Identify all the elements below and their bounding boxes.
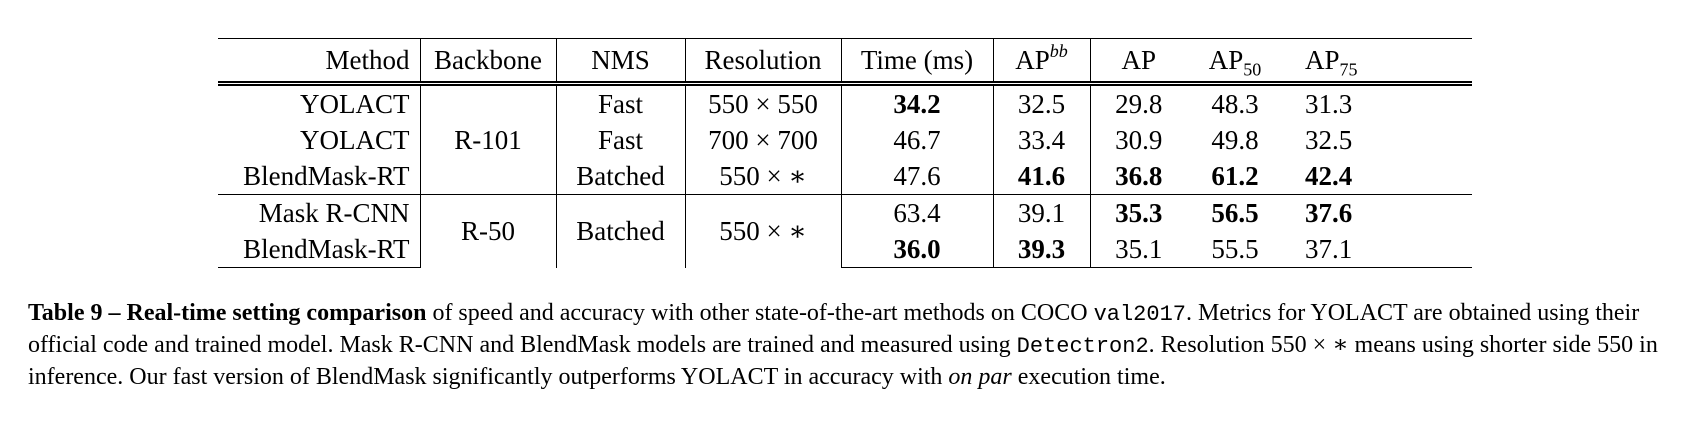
cell-nms: Batched (556, 158, 686, 195)
caption-code-val2017: val2017 (1093, 302, 1186, 327)
table-row: BlendMask-RT 36.0 39.3 35.1 55.5 37.1 (218, 231, 1472, 268)
cell-nms: Batched (556, 194, 686, 268)
results-table: Method Backbone NMS Resolution Time (ms)… (218, 38, 1472, 268)
cell-ap75: 31.3 (1305, 89, 1353, 119)
header-time: Time (ms) (841, 38, 994, 86)
cell-resolution: 550 × ∗ (685, 158, 842, 195)
cell-method: BlendMask-RT (218, 231, 421, 268)
cell-ap50: 55.5 (1187, 231, 1283, 268)
caption-label: Table 9 – (28, 300, 121, 326)
table-row: Mask R-CNN R-50 Batched 550 × ∗ 63.4 39.… (218, 194, 1472, 268)
cell-ap50: 56.5 (1187, 194, 1283, 231)
header-ap75: AP75 (1283, 38, 1472, 86)
header-method: Method (218, 38, 421, 86)
caption-code-detectron2: Detectron2 (1016, 334, 1149, 359)
cell-ap: 36.8 (1115, 161, 1163, 191)
caption-text-1: of speed and accuracy with other state-o… (426, 300, 1094, 326)
cell-ap: 35.3 (1090, 194, 1187, 231)
cell-time: 46.7 (841, 122, 994, 158)
table-row: YOLACT Fast 700 × 700 46.7 33.4 30.9 49.… (218, 122, 1472, 158)
caption-text-2: . Metrics for YOLACT are obtained using … (28, 300, 1640, 358)
header-row: Method Backbone NMS Resolution Time (ms)… (218, 38, 1472, 86)
header-nms: NMS (556, 38, 686, 86)
header-resolution: Resolution (685, 38, 842, 86)
cell-resolution: 550 × ∗ (685, 194, 842, 268)
table-row: BlendMask-RT Batched 550 × ∗ 47.6 41.6 3… (218, 158, 1472, 195)
cell-ap: 35.1 (1090, 231, 1187, 268)
cell-resolution: 700 × 700 (685, 122, 842, 158)
cell-time: 63.4 (841, 194, 994, 231)
cell-ap75: 32.5 (1305, 125, 1353, 155)
cell-ap50: 49.8 (1211, 125, 1259, 155)
cell-apbb: 33.4 (993, 122, 1091, 158)
cell-ap75: 37.1 (1283, 231, 1472, 268)
caption-title: Real-time setting comparison (126, 300, 427, 326)
results-table-container: Method Backbone NMS Resolution Time (ms)… (218, 38, 1472, 268)
cell-ap50: 61.2 (1211, 161, 1259, 191)
header-ap: AP (1090, 38, 1187, 86)
cell-time: 36.0 (841, 231, 994, 268)
cell-nms: Fast (556, 83, 686, 122)
cell-ap: 30.9 (1115, 125, 1163, 155)
cell-apbb: 39.1 (993, 194, 1091, 231)
caption-text-3: . Resolution 550 × ∗ means using shorter… (28, 332, 1658, 390)
cell-backbone: R-101 (420, 83, 557, 195)
cell-method: BlendMask-RT (218, 158, 421, 195)
header-ap50: AP50 (1187, 38, 1283, 86)
cell-apbb: 39.3 (993, 231, 1091, 268)
header-apbb: APbb (993, 38, 1091, 86)
table-row: YOLACT R-101 Fast 550 × 550 34.2 32.5 29… (218, 83, 1472, 195)
cell-ap50: 48.3 (1211, 89, 1259, 119)
cell-method: YOLACT (218, 122, 421, 158)
cell-ap75: 37.6 (1283, 194, 1472, 231)
cell-time: 34.2 (841, 83, 994, 122)
cell-time: 47.6 (841, 158, 994, 195)
cell-resolution: 550 × 550 (685, 83, 842, 122)
cell-ap: 29.8 (1115, 89, 1163, 119)
cell-backbone: R-50 (420, 194, 557, 268)
cell-apbb: 32.5 (993, 83, 1091, 122)
header-backbone: Backbone (420, 38, 557, 86)
table-caption: Table 9 – Real-time setting comparison o… (28, 298, 1668, 393)
cell-method: Mask R-CNN (218, 194, 421, 231)
caption-text-4: execution time. (1011, 364, 1166, 390)
cell-apbb: 41.6 (993, 158, 1091, 195)
cell-nms: Fast (556, 122, 686, 158)
caption-emphasis: on par (948, 364, 1012, 390)
cell-method: YOLACT (218, 83, 421, 122)
cell-ap75: 42.4 (1305, 161, 1353, 191)
